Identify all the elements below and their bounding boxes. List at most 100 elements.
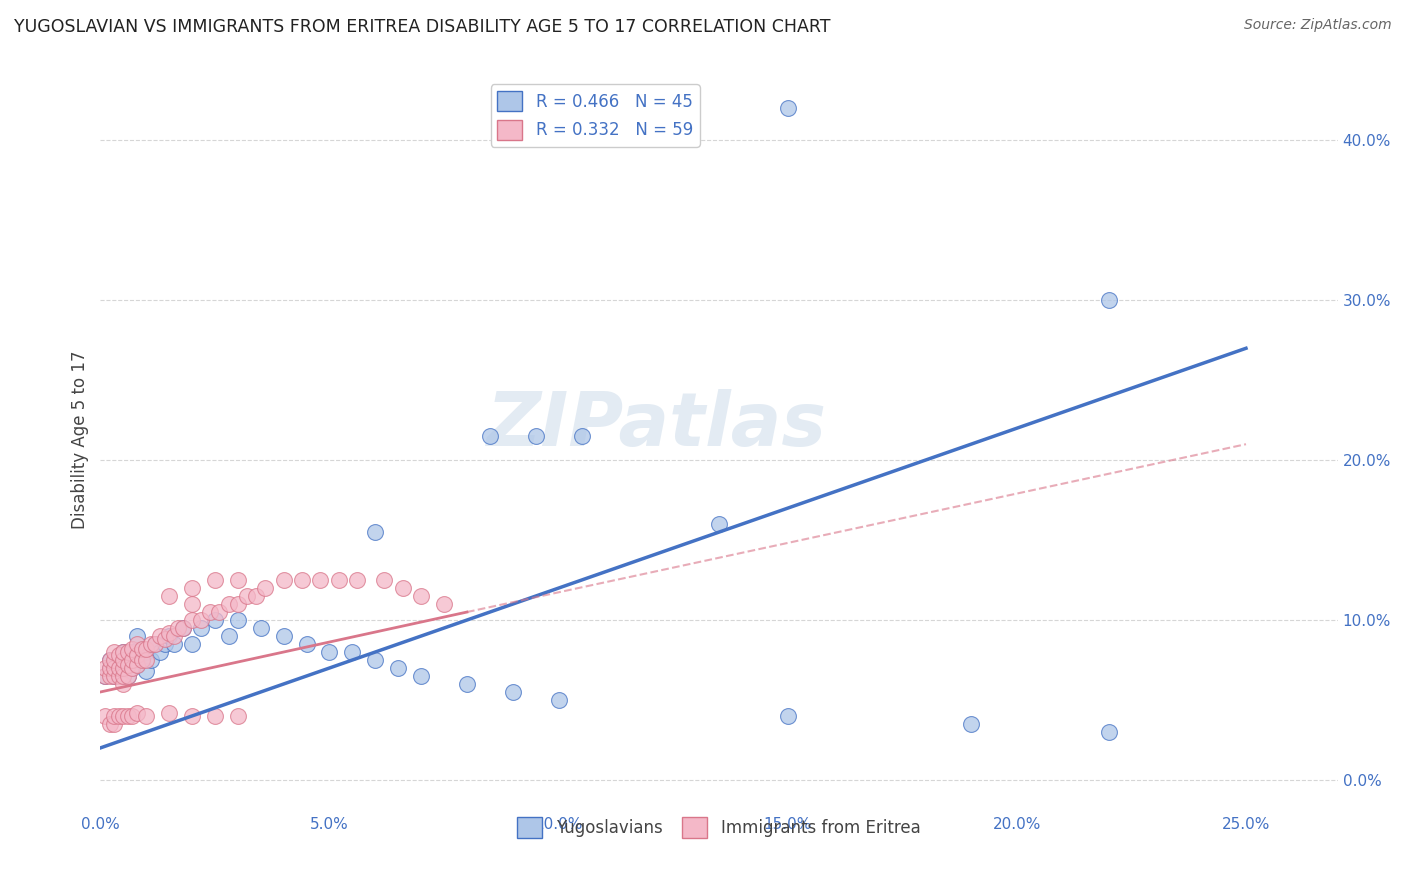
Point [94, 669, 117, 683]
Point [143, 637, 166, 651]
Point [103, 669, 125, 683]
Point [218, 597, 240, 611]
Point [107, 648, 129, 663]
Point [135, 653, 157, 667]
Point [103, 669, 125, 683]
Point [456, 677, 478, 691]
Point [295, 637, 318, 651]
Point [121, 645, 143, 659]
Point [208, 605, 231, 619]
Point [163, 637, 186, 651]
Point [125, 637, 148, 651]
Point [1097, 293, 1119, 308]
Point [547, 693, 569, 707]
Point [125, 648, 148, 663]
Point [125, 657, 148, 672]
Point [391, 581, 413, 595]
Legend: Yugoslavians, Immigrants from Eritrea: Yugoslavians, Immigrants from Eritrea [510, 811, 927, 845]
Point [478, 429, 501, 443]
Point [107, 709, 129, 723]
Point [309, 573, 332, 587]
Point [411, 669, 433, 683]
Point [135, 664, 157, 678]
Text: ZIPatlas: ZIPatlas [486, 389, 827, 462]
Point [103, 717, 125, 731]
Point [190, 621, 212, 635]
Point [502, 685, 524, 699]
Point [112, 709, 135, 723]
Point [167, 621, 190, 635]
Point [204, 709, 226, 723]
Point [135, 641, 157, 656]
Point [112, 669, 135, 683]
Point [98, 661, 121, 675]
Point [172, 621, 194, 635]
Point [107, 664, 129, 678]
Point [226, 573, 249, 587]
Point [94, 661, 117, 675]
Point [117, 709, 139, 723]
Point [112, 661, 135, 675]
Point [707, 517, 730, 532]
Point [121, 641, 143, 656]
Point [571, 429, 593, 443]
Point [181, 613, 204, 627]
Point [117, 669, 139, 683]
Point [153, 632, 176, 647]
Point [328, 573, 350, 587]
Point [172, 621, 194, 635]
Point [153, 637, 176, 651]
Point [121, 661, 143, 675]
Point [121, 661, 143, 675]
Point [960, 717, 983, 731]
Point [157, 629, 180, 643]
Point [112, 661, 135, 675]
Point [181, 637, 204, 651]
Point [181, 709, 204, 723]
Point [131, 641, 153, 656]
Point [218, 629, 240, 643]
Point [181, 597, 204, 611]
Point [204, 573, 226, 587]
Point [157, 706, 180, 720]
Point [94, 669, 117, 683]
Point [226, 597, 249, 611]
Point [121, 709, 143, 723]
Point [273, 629, 295, 643]
Point [117, 653, 139, 667]
Point [125, 629, 148, 643]
Point [117, 645, 139, 659]
Point [125, 706, 148, 720]
Point [131, 653, 153, 667]
Point [364, 653, 387, 667]
Point [254, 581, 277, 595]
Point [107, 669, 129, 683]
Point [249, 621, 271, 635]
Point [135, 709, 157, 723]
Point [103, 645, 125, 659]
Point [433, 597, 456, 611]
Text: Source: ZipAtlas.com: Source: ZipAtlas.com [1244, 18, 1392, 32]
Point [181, 581, 204, 595]
Point [107, 657, 129, 672]
Point [139, 653, 162, 667]
Point [98, 661, 121, 675]
Point [98, 653, 121, 667]
Point [131, 653, 153, 667]
Point [200, 605, 222, 619]
Point [107, 661, 129, 675]
Point [117, 669, 139, 683]
Point [236, 589, 259, 603]
Point [143, 637, 166, 651]
Point [139, 637, 162, 651]
Point [103, 661, 125, 675]
Point [190, 613, 212, 627]
Point [135, 645, 157, 659]
Point [373, 573, 395, 587]
Point [149, 629, 172, 643]
Point [163, 629, 186, 643]
Point [524, 429, 547, 443]
Point [346, 573, 368, 587]
Point [364, 525, 387, 540]
Point [125, 657, 148, 672]
